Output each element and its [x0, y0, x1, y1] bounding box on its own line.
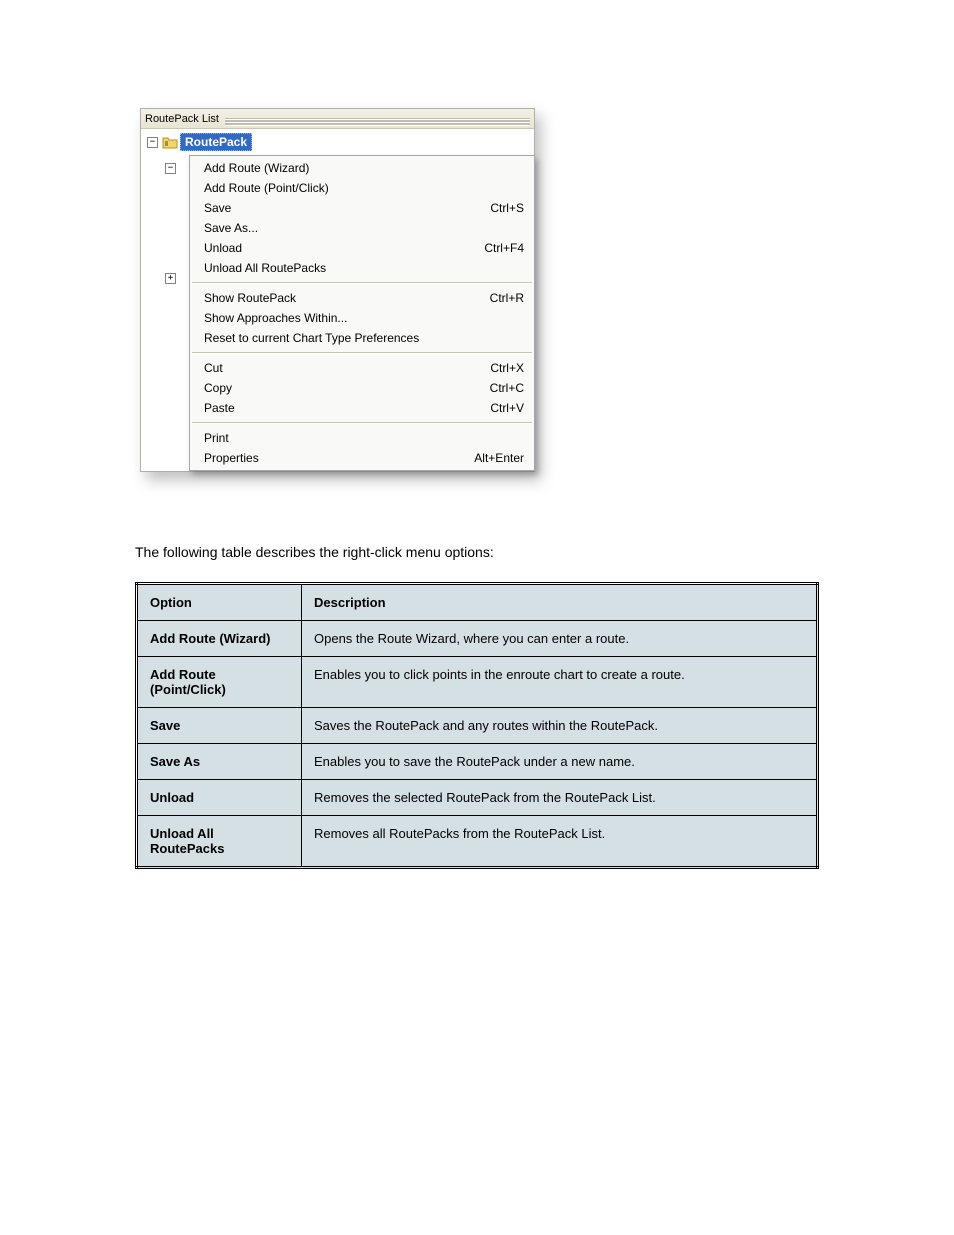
- menu-item-shortcut: Ctrl+V: [482, 401, 524, 415]
- panel-title: RoutePack List: [145, 113, 219, 125]
- menu-separator: [192, 352, 532, 354]
- menu-unload-all[interactable]: Unload All RoutePacks: [190, 258, 534, 278]
- menu-item-label: Save As...: [204, 221, 516, 235]
- menu-item-shortcut: Ctrl+X: [482, 361, 524, 375]
- menu-save[interactable]: Save Ctrl+S: [190, 198, 534, 218]
- menu-print[interactable]: Print: [190, 428, 534, 448]
- menu-save-as[interactable]: Save As...: [190, 218, 534, 238]
- table-row: Add Route (Point/Click) Enables you to c…: [137, 657, 818, 708]
- menu-paste[interactable]: Paste Ctrl+V: [190, 398, 534, 418]
- context-menu: Add Route (Wizard) Add Route (Point/Clic…: [189, 155, 535, 471]
- folder-icon: [162, 135, 178, 149]
- menu-unload[interactable]: Unload Ctrl+F4: [190, 238, 534, 258]
- table-cell-option: Save: [137, 708, 302, 744]
- routepack-tree[interactable]: − RoutePack − + Add Route (Wizard): [141, 129, 534, 471]
- menu-item-label: Reset to current Chart Type Preferences: [204, 331, 516, 345]
- table-cell-desc: Saves the RoutePack and any routes withi…: [302, 708, 818, 744]
- menu-cut[interactable]: Cut Ctrl+X: [190, 358, 534, 378]
- table-row: Save Saves the RoutePack and any routes …: [137, 708, 818, 744]
- tree-expand-icon[interactable]: +: [165, 273, 176, 284]
- table-cell-desc: Removes all RoutePacks from the RoutePac…: [302, 816, 818, 868]
- table-cell-desc: Removes the selected RoutePack from the …: [302, 780, 818, 816]
- table-head-option: Option: [137, 584, 302, 621]
- menu-show-approaches[interactable]: Show Approaches Within...: [190, 308, 534, 328]
- menu-reset-chart-prefs[interactable]: Reset to current Chart Type Preferences: [190, 328, 534, 348]
- menu-item-label: Print: [204, 431, 516, 445]
- menu-properties[interactable]: Properties Alt+Enter: [190, 448, 534, 468]
- table-cell-option: Unload All RoutePacks: [137, 816, 302, 868]
- tree-root-label[interactable]: RoutePack: [180, 133, 252, 151]
- tree-root-row[interactable]: − RoutePack: [141, 133, 534, 151]
- menu-item-label: Unload: [204, 241, 476, 255]
- table-cell-option: Add Route (Point/Click): [137, 657, 302, 708]
- table-cell-desc: Opens the Route Wizard, where you can en…: [302, 621, 818, 657]
- menu-item-shortcut: Ctrl+C: [482, 381, 524, 395]
- menu-item-shortcut: Ctrl+S: [482, 201, 524, 215]
- menu-item-shortcut: Ctrl+F4: [476, 241, 524, 255]
- description-section: The following table describes the right-…: [135, 530, 819, 869]
- menu-item-label: Add Route (Wizard): [204, 161, 516, 175]
- table-row: Save As Enables you to save the RoutePac…: [137, 744, 818, 780]
- menu-item-label: Copy: [204, 381, 482, 395]
- menu-copy[interactable]: Copy Ctrl+C: [190, 378, 534, 398]
- menu-item-label: Save: [204, 201, 482, 215]
- panel-titlebar: RoutePack List: [141, 109, 534, 129]
- menu-separator: [192, 422, 532, 424]
- tree-collapse-icon[interactable]: −: [147, 137, 158, 148]
- tree-collapse-icon[interactable]: −: [165, 163, 176, 174]
- menu-add-route-wizard[interactable]: Add Route (Wizard): [190, 158, 534, 178]
- panel-title-rule: [225, 118, 530, 120]
- table-cell-desc: Enables you to click points in the enrou…: [302, 657, 818, 708]
- table-cell-option: Save As: [137, 744, 302, 780]
- menu-item-shortcut: Ctrl+R: [482, 291, 524, 305]
- menu-item-label: Unload All RoutePacks: [204, 261, 516, 275]
- menu-add-route-pointclick[interactable]: Add Route (Point/Click): [190, 178, 534, 198]
- table-row: Add Route (Wizard) Opens the Route Wizar…: [137, 621, 818, 657]
- intro-paragraph: The following table describes the right-…: [135, 544, 819, 560]
- menu-item-label: Cut: [204, 361, 482, 375]
- routepack-panel: RoutePack List − RoutePack − +: [140, 108, 535, 472]
- table-row: Unload All RoutePacks Removes all RouteP…: [137, 816, 818, 868]
- menu-show-routepack[interactable]: Show RoutePack Ctrl+R: [190, 288, 534, 308]
- table-head-description: Description: [302, 584, 818, 621]
- menu-item-label: Properties: [204, 451, 466, 465]
- menu-item-label: Add Route (Point/Click): [204, 181, 516, 195]
- table-cell-option: Unload: [137, 780, 302, 816]
- menu-item-label: Show Approaches Within...: [204, 311, 516, 325]
- table-row: Unload Removes the selected RoutePack fr…: [137, 780, 818, 816]
- table-cell-desc: Enables you to save the RoutePack under …: [302, 744, 818, 780]
- table-cell-option: Add Route (Wizard): [137, 621, 302, 657]
- options-table: Option Description Add Route (Wizard) Op…: [135, 582, 819, 869]
- menu-item-label: Paste: [204, 401, 482, 415]
- menu-separator: [192, 282, 532, 284]
- menu-item-label: Show RoutePack: [204, 291, 482, 305]
- menu-item-shortcut: Alt+Enter: [466, 451, 524, 465]
